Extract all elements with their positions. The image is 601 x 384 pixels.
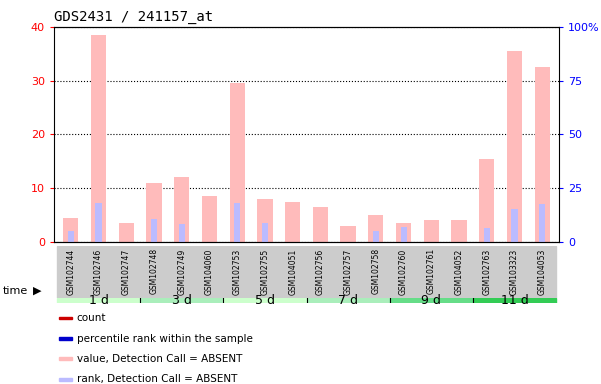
Text: time: time [3,286,28,296]
Text: 7 d: 7 d [338,294,358,307]
Bar [85,246,112,298]
Bar [396,223,411,242]
Text: GSM103323: GSM103323 [510,248,519,295]
Text: GSM102755: GSM102755 [260,248,269,295]
Bar [473,246,501,298]
Bar [279,246,307,298]
Bar [373,231,379,242]
Text: 1 d: 1 d [88,294,108,307]
Text: GSM102746: GSM102746 [94,248,103,295]
Text: GSM104052: GSM104052 [454,248,463,295]
Bar [501,246,528,298]
Bar [224,298,307,303]
Bar [234,203,240,242]
Bar [389,246,418,298]
Bar [307,246,334,298]
Bar [285,202,300,242]
Text: GSM102760: GSM102760 [399,248,408,295]
Bar [257,199,272,242]
Bar [451,220,467,242]
Text: GSM104060: GSM104060 [205,248,214,295]
Bar [57,298,140,303]
Text: GSM102747: GSM102747 [122,248,130,295]
Text: 11 d: 11 d [501,294,528,307]
Text: GSM102744: GSM102744 [66,248,75,295]
Bar [251,246,279,298]
Bar [528,246,556,298]
Bar [202,196,217,242]
Bar [59,317,72,319]
Bar [195,246,224,298]
Text: 9 d: 9 d [421,294,441,307]
Bar [174,177,189,242]
Bar [368,215,383,242]
Bar [59,338,72,340]
Text: percentile rank within the sample: percentile rank within the sample [77,334,252,344]
Text: GSM102761: GSM102761 [427,248,436,295]
Bar [230,83,245,242]
Text: GSM104051: GSM104051 [288,248,297,295]
Bar [539,204,545,242]
Text: GDS2431 / 241157_at: GDS2431 / 241157_at [54,10,213,25]
Bar [59,358,72,360]
Bar [63,218,78,242]
Bar [307,298,389,303]
Bar [91,35,106,242]
Text: value, Detection Call = ABSENT: value, Detection Call = ABSENT [77,354,242,364]
Bar [479,159,495,242]
Bar [418,246,445,298]
Text: GSM102757: GSM102757 [344,248,353,295]
Bar [151,219,157,242]
Text: rank, Detection Call = ABSENT: rank, Detection Call = ABSENT [77,374,237,384]
Bar [313,207,328,242]
Text: count: count [77,313,106,323]
Bar [96,203,102,242]
Bar [535,67,550,242]
Bar [168,246,195,298]
Text: GSM104053: GSM104053 [538,248,547,295]
Bar [473,298,556,303]
Bar [389,298,473,303]
Bar [362,246,389,298]
Text: 5 d: 5 d [255,294,275,307]
Text: GSM102748: GSM102748 [150,248,159,295]
Bar [68,231,74,242]
Bar [341,226,356,242]
Bar [57,246,85,298]
Text: GSM102758: GSM102758 [371,248,380,295]
Text: GSM102763: GSM102763 [483,248,491,295]
Bar [511,209,517,242]
Text: ▶: ▶ [33,286,41,296]
Bar [59,378,72,381]
Bar [484,228,490,242]
Bar [178,223,185,242]
Bar [140,298,224,303]
Bar [400,227,407,242]
Text: GSM102756: GSM102756 [316,248,325,295]
Text: 3 d: 3 d [172,294,192,307]
Bar [140,246,168,298]
Bar [445,246,473,298]
Bar [334,246,362,298]
Bar [118,223,134,242]
Bar [507,51,522,242]
Text: GSM102753: GSM102753 [233,248,242,295]
Bar [112,246,140,298]
Bar [424,220,439,242]
Bar [146,183,162,242]
Bar [224,246,251,298]
Text: GSM102749: GSM102749 [177,248,186,295]
Bar [262,223,268,242]
